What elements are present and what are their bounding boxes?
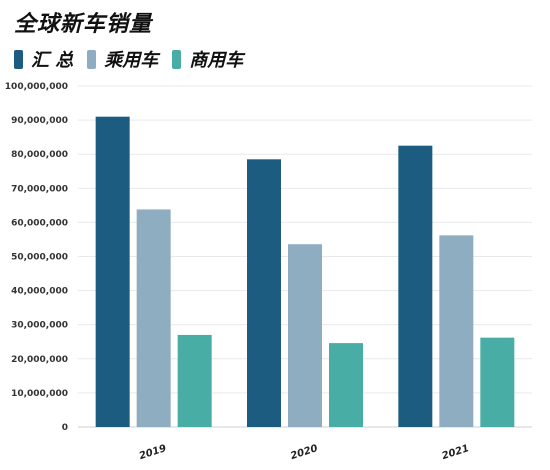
chart-legend: 汇 总 乘用车 商用车	[14, 46, 257, 72]
bar	[177, 334, 212, 427]
y-tick-label: 90,000,000	[11, 116, 68, 126]
legend-item-total: 汇 总	[14, 46, 73, 72]
legend-swatch-total	[14, 49, 23, 69]
bar	[480, 337, 515, 427]
x-tick-label: 2020	[289, 443, 319, 462]
y-tick-label: 60,000,000	[11, 218, 68, 228]
bar	[329, 343, 363, 427]
y-tick-label: 50,000,000	[11, 253, 68, 263]
y-tick-label: 30,000,000	[11, 321, 68, 331]
bar	[136, 209, 171, 427]
y-tick-label: 10,000,000	[11, 389, 68, 399]
legend-item-passenger: 乘用车	[87, 46, 158, 72]
chart-title: 全球新车销量	[14, 12, 153, 37]
x-tick-label: 2019	[138, 443, 168, 462]
bar	[439, 235, 474, 427]
bar	[95, 116, 130, 427]
bar	[247, 159, 281, 427]
legend-label-passenger: 乘用车	[104, 50, 159, 71]
legend-swatch-commercial	[172, 49, 182, 69]
y-tick-label: 100,000,000	[5, 82, 68, 92]
bar	[288, 244, 322, 427]
y-tick-label: 40,000,000	[11, 287, 68, 297]
y-tick-label: 20,000,000	[11, 355, 68, 365]
y-tick-label: 80,000,000	[11, 150, 68, 160]
y-tick-label: 70,000,000	[11, 184, 68, 194]
legend-item-commercial: 商用车	[172, 46, 243, 72]
x-tick-label: 2021	[441, 443, 471, 462]
y-tick-label: 0	[62, 423, 68, 433]
bar	[398, 145, 433, 428]
legend-label-commercial: 商用车	[189, 50, 244, 71]
legend-swatch-passenger	[87, 49, 97, 69]
legend-label-total: 汇 总	[31, 50, 74, 71]
